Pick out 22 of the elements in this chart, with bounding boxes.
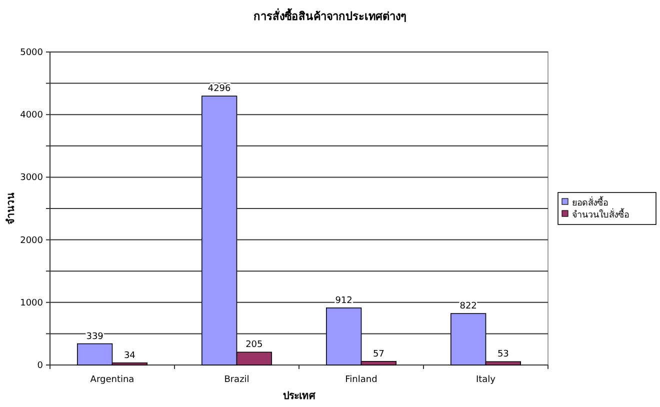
data-label: 822 xyxy=(460,302,477,312)
chart-title: การสั่งซื้อสินค้าจากประเทศต่างๆ xyxy=(254,8,406,23)
data-label: 205 xyxy=(246,340,263,350)
data-label: 339 xyxy=(86,332,104,342)
y-tick-label: 1000 xyxy=(20,298,44,308)
x-tick-label: Italy xyxy=(476,375,496,385)
x-tick-label: Argentina xyxy=(90,375,134,385)
legend-label: ยอดสั่งซื้อ xyxy=(572,196,608,208)
y-tick-label: 5000 xyxy=(20,48,44,58)
x-tick-label: Brazil xyxy=(224,375,250,385)
x-tick-label: Finland xyxy=(345,375,378,385)
y-tick-label: 0 xyxy=(37,361,44,371)
data-label: 34 xyxy=(124,350,136,361)
data-label: 53 xyxy=(497,350,509,360)
x-axis-title: ประเทศ xyxy=(283,390,316,402)
y-tick-label: 4000 xyxy=(20,110,44,121)
y-axis-title: จำนวน xyxy=(5,192,17,224)
legend-label: จำนวนใบสั่งซื้อ xyxy=(572,208,629,220)
y-tick-label: 2000 xyxy=(20,236,44,246)
data-label: 4296 xyxy=(208,84,232,94)
y-tick-label: 3000 xyxy=(20,173,44,184)
data-label: 57 xyxy=(372,349,384,360)
